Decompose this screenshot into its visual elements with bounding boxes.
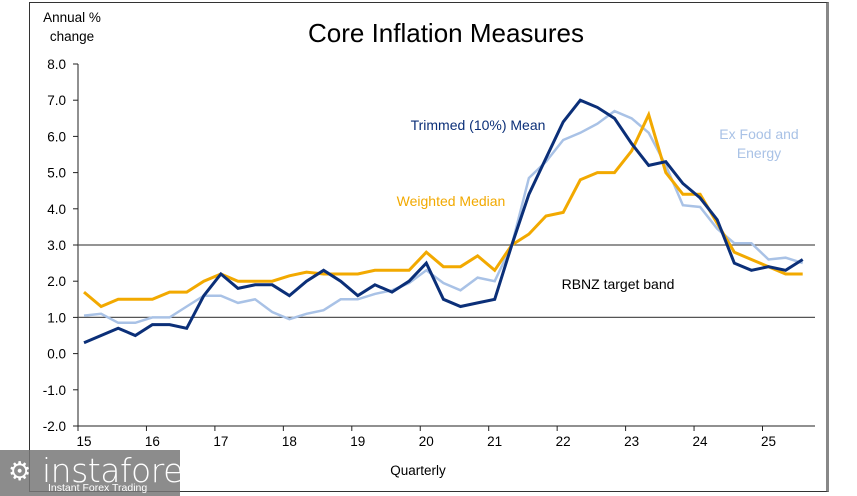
watermark-tagline: Instant Forex Trading [48,482,148,494]
y-axis-label-line-1: Annual % [43,10,101,25]
series-group [83,98,804,345]
series-line-ex-food-and-energy [83,109,804,325]
y-tick-label: 1.0 [47,310,66,325]
annotation-ex-food-line-1: Ex Food and [719,126,798,142]
target-band [78,244,815,318]
x-axis-label: Quarterly [390,463,446,478]
annotation-trimmed-mean: Trimmed (10%) Mean [411,117,546,133]
y-tick-label: 0.0 [47,347,66,362]
y-tick-label: -1.0 [43,383,66,398]
y-tick-label: 4.0 [47,202,66,217]
x-tick-label: 16 [145,434,160,449]
chart-title: Core Inflation Measures [308,18,584,48]
x-tick-label: 18 [282,434,297,449]
y-tick-label: 2.0 [47,274,66,289]
y-tick-label: 3.0 [47,238,66,253]
x-tick-label: 19 [350,434,365,449]
annotation-target-band: RBNZ target band [562,276,675,292]
x-tick-label: 15 [76,434,91,449]
watermark: ⚙ instaforex Instant Forex Trading [0,450,202,496]
annotation-weighted-median: Weighted Median [397,193,506,209]
y-tick-label: -2.0 [43,419,66,434]
y-tick-label: 5.0 [47,166,66,181]
series-line-weighted-median [83,110,803,309]
y-tick-label: 7.0 [47,93,66,108]
y-axis: 8.0 7.0 6.0 5.0 4.0 3.0 2.0 1.0 0.0 -1.0 -2.0 [43,57,79,434]
x-tick-label: 25 [761,434,776,449]
x-tick-label: 17 [213,434,228,449]
series-line-trimmed-10-mean [83,98,804,345]
x-tick-label: 20 [419,434,434,449]
y-axis-label-line-2: change [50,29,94,44]
x-tick-label: 21 [487,434,502,449]
gear-person-icon: ⚙ [8,456,32,486]
y-tick-label: 8.0 [47,57,66,72]
x-axis: 15 16 17 18 19 20 21 22 23 24 25 [76,425,815,449]
x-tick-label: 22 [556,434,571,449]
y-tick-label: 6.0 [47,129,66,144]
chart-frame [29,2,829,492]
annotation-ex-food-line-2: Energy [737,145,781,161]
watermark-brand: instaforex [42,451,202,490]
x-tick-label: 24 [693,434,709,449]
x-tick-label: 23 [624,434,639,449]
